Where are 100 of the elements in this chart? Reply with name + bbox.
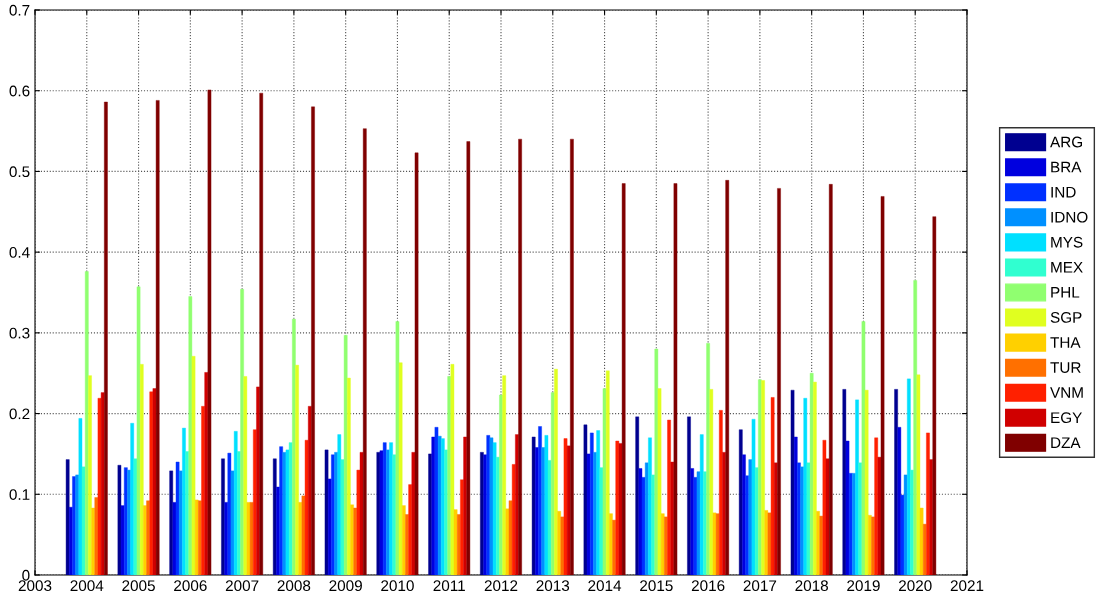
bar: [466, 141, 471, 575]
bar: [855, 399, 859, 575]
bar: [605, 370, 610, 575]
x-tick-label: 2015: [640, 580, 673, 592]
bar: [120, 505, 125, 575]
y-tick-label: 0.3: [9, 327, 30, 339]
y-tick-label: 0.4: [9, 247, 30, 258]
bar: [932, 216, 937, 575]
bar: [913, 280, 918, 575]
bar: [117, 465, 122, 575]
x-tick-label: 2008: [277, 580, 311, 592]
x-tick-label: 2013: [536, 580, 570, 592]
bar: [803, 398, 808, 575]
bar: [188, 296, 193, 575]
bar: [586, 453, 591, 575]
bar: [100, 392, 105, 575]
bar: [845, 440, 850, 575]
y-tick-label: 0.6: [9, 85, 30, 97]
bar: [191, 356, 196, 575]
x-tick-label: 2012: [484, 580, 518, 592]
bar: [450, 364, 455, 575]
bar: [343, 335, 348, 575]
x-tick-label: 2018: [795, 580, 828, 592]
bar: [635, 416, 640, 575]
bar: [907, 378, 911, 575]
bar: [453, 509, 458, 575]
bar: [583, 424, 588, 575]
x-tick-label: 2007: [225, 580, 259, 592]
bar: [194, 499, 199, 575]
bar: [221, 458, 225, 575]
legend-label: TUR: [1050, 362, 1081, 373]
bar: [822, 440, 827, 575]
bar: [84, 271, 89, 575]
y-tick-label: 0.1: [9, 489, 30, 500]
bar: [136, 286, 141, 575]
bar: [227, 452, 232, 575]
bar: [770, 397, 775, 575]
bar: [793, 436, 798, 575]
bar: [362, 128, 367, 575]
bar: [324, 449, 329, 575]
legend-label: MYS: [1051, 236, 1083, 248]
bar: [861, 321, 866, 575]
bar: [719, 410, 723, 575]
x-tick-label: 2006: [174, 580, 207, 592]
bar: [81, 466, 86, 575]
legend-label: DZA: [1051, 437, 1081, 448]
bar: [596, 430, 600, 575]
legend-label: VNM: [1050, 387, 1083, 398]
bar: [382, 442, 387, 575]
bar: [492, 442, 497, 575]
bar: [903, 474, 908, 575]
legend-label: THA: [1050, 337, 1081, 348]
bar: [790, 389, 795, 575]
x-tick-label: 2014: [588, 580, 622, 592]
x-tick-label: 2019: [847, 580, 880, 592]
bar: [897, 427, 902, 575]
bar: [699, 434, 704, 575]
bar: [272, 458, 277, 575]
x-tick-label: 2020: [899, 580, 932, 592]
bar: [919, 507, 924, 575]
x-tick-label: 2010: [381, 580, 414, 592]
y-tick-label: 0.5: [9, 166, 30, 178]
bar: [880, 196, 885, 575]
legend-label: EGY: [1051, 412, 1082, 424]
bar: [848, 473, 853, 575]
bar: [155, 100, 160, 575]
bar: [88, 375, 92, 575]
bar: [570, 138, 574, 575]
legend-label: PHL: [1051, 287, 1080, 298]
bar: [311, 106, 315, 575]
bar: [259, 92, 264, 575]
bar: [233, 431, 238, 575]
bar: [502, 375, 506, 575]
bar: [751, 419, 756, 575]
bar: [566, 445, 571, 575]
legend-label: BRA: [1051, 161, 1082, 173]
bar: [621, 183, 626, 575]
bar: [65, 459, 70, 575]
bar: [169, 470, 174, 575]
bar: [654, 348, 659, 575]
bar: [139, 364, 144, 575]
y-tick-label: 0.2: [9, 408, 30, 420]
bar: [709, 389, 714, 575]
bar: [641, 477, 646, 575]
bar: [842, 389, 847, 575]
bar: [648, 437, 652, 575]
legend-label: MEX: [1051, 262, 1083, 273]
bar: [518, 138, 522, 575]
x-tick-label: 2003: [18, 580, 52, 592]
bar: [777, 188, 781, 575]
bar: [754, 467, 759, 575]
x-tick-label: 2005: [122, 580, 155, 592]
x-tick-label: 2016: [691, 580, 725, 592]
bar: [78, 418, 83, 575]
bar: [809, 373, 814, 575]
bar: [667, 419, 671, 575]
legend-label: IDNO: [1051, 211, 1088, 223]
bar: [337, 434, 342, 575]
bar: [414, 152, 419, 575]
bar: [508, 500, 513, 575]
